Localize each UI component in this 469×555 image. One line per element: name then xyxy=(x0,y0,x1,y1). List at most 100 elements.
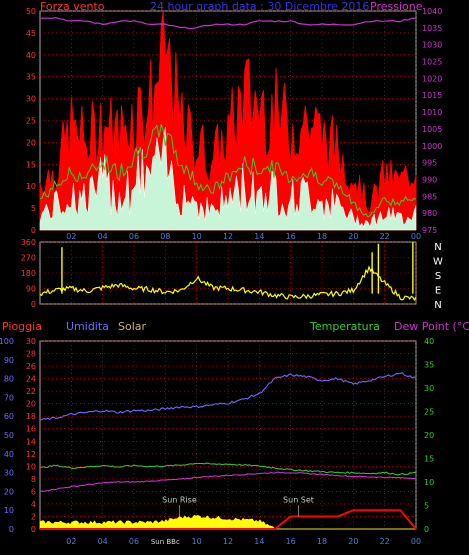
humidity-y-tick-label: 10 xyxy=(4,506,14,515)
pressure-y-tick-label: 1005 xyxy=(422,125,442,134)
wind-y-tick-label: 0 xyxy=(31,226,36,235)
atmosphere-x-tick-label: 20 xyxy=(348,537,358,546)
wind-x-tick-label: 10 xyxy=(192,232,202,241)
wind-x-tick-label: 04 xyxy=(98,232,108,241)
solar-series xyxy=(39,514,416,530)
pressure-title: Pressione xyxy=(370,0,423,13)
pressure-y-tick-label: 1025 xyxy=(422,58,442,67)
pressure-y-tick-label: 1030 xyxy=(422,41,442,50)
temperature-y-tick-label: 30 xyxy=(424,384,434,393)
rain-y-tick-label: 28 xyxy=(26,350,36,359)
pressure-y-tick-label: 1015 xyxy=(422,91,442,100)
pressure-y-tick-label: 1035 xyxy=(422,24,442,33)
rain-y-tick-label: 12 xyxy=(26,450,36,459)
temperature-legend: Temperatura xyxy=(309,320,380,333)
rain-y-tick-label: 0 xyxy=(31,525,36,534)
pressure-series xyxy=(39,16,417,30)
pressure-y-tick-label: 980 xyxy=(422,209,437,218)
atmosphere-x-tick-label: 14 xyxy=(254,537,264,546)
temperature-y-tick-label: 20 xyxy=(424,431,434,440)
direction-series xyxy=(39,265,417,302)
rain-y-tick-label: 2 xyxy=(31,512,36,521)
temperature-y-tick-label: 25 xyxy=(424,408,434,417)
sun-bbc-annotation: Sun BBc xyxy=(151,538,180,546)
atmosphere-x-tick-label: 18 xyxy=(317,537,327,546)
pressure-y-tick-label: 1010 xyxy=(422,108,442,117)
wind-x-tick-label: 22 xyxy=(380,232,390,241)
rain-y-tick-label: 4 xyxy=(31,500,36,509)
rain-y-tick-label: 20 xyxy=(26,400,36,409)
wind-x-tick-label: 16 xyxy=(286,232,296,241)
wind-y-tick-label: 5 xyxy=(31,204,36,213)
direction-y-tick-label: 270 xyxy=(21,254,36,263)
wind-y-tick-label: 30 xyxy=(26,95,36,104)
wind-x-tick-label: 18 xyxy=(317,232,327,241)
sunset-annotation: Sun Set xyxy=(283,496,314,505)
direction-y-tick-label: 0 xyxy=(31,300,36,309)
wind-x-tick-label: 12 xyxy=(223,232,233,241)
temperature-y-tick-label: 0 xyxy=(424,525,429,534)
sunrise-annotation: Sun Rise xyxy=(162,496,197,505)
wind-y-tick-label: 25 xyxy=(26,117,36,126)
wind-x-tick-label: 08 xyxy=(160,232,170,241)
direction-y-tick-label: 360 xyxy=(21,238,36,247)
wind-average-series xyxy=(39,124,417,218)
humidity-series xyxy=(39,372,417,421)
temperature-y-tick-label: 15 xyxy=(424,455,434,464)
atmosphere-x-tick-label: 16 xyxy=(286,537,296,546)
temperature-y-tick-label: 40 xyxy=(424,337,434,346)
rain-y-tick-label: 16 xyxy=(26,425,36,434)
pressure-y-tick-label: 975 xyxy=(422,226,437,235)
wind-y-tick-label: 40 xyxy=(26,51,36,60)
atmosphere-x-tick-label: 04 xyxy=(98,537,108,546)
wind-y-tick-label: 45 xyxy=(26,29,36,38)
rain-y-tick-label: 30 xyxy=(26,337,36,346)
atmosphere-x-tick-label: 00 xyxy=(411,537,421,546)
pressure-y-tick-label: 985 xyxy=(422,192,437,201)
humidity-y-tick-label: 20 xyxy=(4,487,14,496)
rain-series xyxy=(40,509,417,530)
humidity-y-tick-label: 0 xyxy=(9,525,14,534)
temperature-y-tick-label: 5 xyxy=(424,502,429,511)
wind-x-tick-label: 06 xyxy=(129,232,139,241)
wind-x-tick-label: 00 xyxy=(411,232,421,241)
direction-y-tick-label: 180 xyxy=(21,269,36,278)
rain-legend: Pioggia xyxy=(2,320,42,333)
compass-label: W xyxy=(433,257,443,268)
rain-y-tick-label: 24 xyxy=(26,375,36,384)
temperature-series xyxy=(39,462,417,476)
temperature-y-tick-label: 35 xyxy=(424,361,434,370)
wind-y-tick-label: 20 xyxy=(26,138,36,147)
compass-label: S xyxy=(435,271,441,282)
pressure-y-tick-label: 1000 xyxy=(422,142,442,151)
atmosphere-x-tick-label: 02 xyxy=(66,537,76,546)
pressure-y-tick-label: 1040 xyxy=(422,7,442,16)
rain-y-tick-label: 14 xyxy=(26,437,36,446)
atmosphere-x-tick-label: 12 xyxy=(223,537,233,546)
wind-y-tick-label: 15 xyxy=(26,160,36,169)
atmosphere-x-tick-label: 10 xyxy=(192,537,202,546)
pressure-y-tick-label: 990 xyxy=(422,175,437,184)
rain-y-tick-label: 6 xyxy=(31,487,36,496)
wind-y-tick-label: 50 xyxy=(26,7,36,16)
rain-y-tick-label: 22 xyxy=(26,387,36,396)
rain-y-tick-label: 18 xyxy=(26,412,36,421)
compass-label: N xyxy=(434,242,441,253)
rain-y-tick-label: 26 xyxy=(26,362,36,371)
humidity-y-tick-label: 80 xyxy=(4,375,14,384)
direction-y-tick-label: 90 xyxy=(26,285,36,294)
atmosphere-x-tick-label: 06 xyxy=(129,537,139,546)
wind-x-tick-label: 14 xyxy=(254,232,264,241)
humidity-y-tick-label: 60 xyxy=(4,412,14,421)
wind-gust-series xyxy=(39,10,417,231)
chart-date-title: 24 hour graph data : 30 Dicembre 2016 xyxy=(150,0,369,13)
wind-x-tick-label: 20 xyxy=(348,232,358,241)
humidity-legend: Umidita xyxy=(66,320,109,333)
wind-x-tick-label: 02 xyxy=(66,232,76,241)
temperature-y-tick-label: 10 xyxy=(424,478,434,487)
compass-label: E xyxy=(435,286,441,297)
rain-y-tick-label: 10 xyxy=(26,462,36,471)
wind-y-tick-label: 10 xyxy=(26,182,36,191)
pressure-y-tick-label: 1020 xyxy=(422,74,442,83)
